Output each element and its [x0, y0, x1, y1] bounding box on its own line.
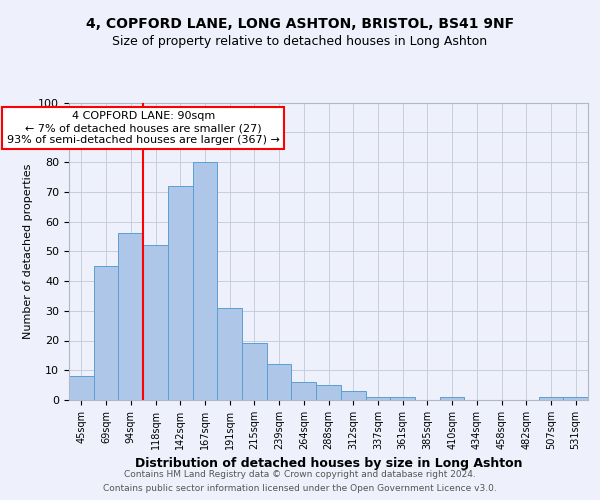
- Bar: [316, 385, 341, 400]
- Bar: [267, 364, 292, 400]
- Bar: [390, 397, 415, 400]
- Bar: [242, 344, 267, 400]
- Bar: [292, 382, 316, 400]
- Text: Contains public sector information licensed under the Open Government Licence v3: Contains public sector information licen…: [103, 484, 497, 493]
- Bar: [365, 397, 390, 400]
- Text: 4, COPFORD LANE, LONG ASHTON, BRISTOL, BS41 9NF: 4, COPFORD LANE, LONG ASHTON, BRISTOL, B…: [86, 18, 514, 32]
- Bar: [217, 308, 242, 400]
- X-axis label: Distribution of detached houses by size in Long Ashton: Distribution of detached houses by size …: [135, 458, 522, 470]
- Bar: [563, 397, 588, 400]
- Bar: [69, 376, 94, 400]
- Bar: [143, 246, 168, 400]
- Text: 4 COPFORD LANE: 90sqm
← 7% of detached houses are smaller (27)
93% of semi-detac: 4 COPFORD LANE: 90sqm ← 7% of detached h…: [7, 112, 280, 144]
- Bar: [539, 397, 563, 400]
- Bar: [341, 391, 365, 400]
- Bar: [168, 186, 193, 400]
- Y-axis label: Number of detached properties: Number of detached properties: [23, 164, 33, 339]
- Text: Contains HM Land Registry data © Crown copyright and database right 2024.: Contains HM Land Registry data © Crown c…: [124, 470, 476, 479]
- Text: Size of property relative to detached houses in Long Ashton: Size of property relative to detached ho…: [112, 35, 488, 48]
- Bar: [440, 397, 464, 400]
- Bar: [94, 266, 118, 400]
- Bar: [118, 234, 143, 400]
- Bar: [193, 162, 217, 400]
